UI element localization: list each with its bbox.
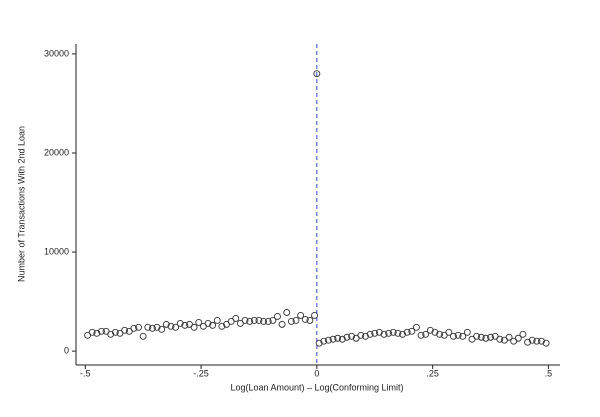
point <box>278 320 286 328</box>
point <box>158 325 166 333</box>
point <box>533 337 541 345</box>
point <box>514 334 522 342</box>
point <box>338 335 346 343</box>
point <box>264 317 272 325</box>
point <box>366 330 374 338</box>
point <box>412 323 420 331</box>
point <box>172 323 180 331</box>
point <box>241 316 249 324</box>
point <box>111 328 119 336</box>
point <box>454 331 462 339</box>
point <box>246 317 254 325</box>
y-tick-label: 20000 <box>44 147 69 157</box>
point <box>269 316 277 324</box>
point <box>362 332 369 340</box>
point <box>283 309 291 316</box>
point <box>426 326 434 334</box>
point <box>176 319 184 327</box>
point <box>445 328 453 336</box>
point <box>306 316 314 324</box>
point <box>260 317 268 325</box>
point <box>204 319 212 327</box>
point <box>417 331 425 339</box>
point <box>375 328 383 336</box>
point <box>538 337 545 345</box>
point <box>403 328 411 336</box>
point <box>459 332 467 340</box>
point <box>121 326 129 334</box>
point <box>213 316 221 324</box>
point <box>274 313 281 320</box>
point <box>139 332 147 340</box>
point <box>292 316 300 324</box>
point <box>315 339 323 347</box>
y-axis-label: Number of Transactions With 2nd Loan <box>16 126 26 282</box>
point <box>542 339 550 347</box>
point <box>88 328 96 336</box>
point <box>450 332 457 340</box>
point <box>153 323 161 331</box>
point <box>477 333 485 341</box>
point <box>436 330 444 338</box>
point <box>297 312 305 319</box>
point <box>389 328 397 336</box>
point <box>380 330 388 338</box>
point <box>320 337 328 345</box>
point <box>371 329 379 337</box>
x-axis-label: Log(Loan Amount) – Log(Conforming Limit) <box>230 382 403 392</box>
x-tick-label: 0 <box>314 368 319 378</box>
point <box>496 335 504 343</box>
point <box>524 338 532 346</box>
point <box>144 323 152 331</box>
x-tick-label: .25 <box>426 368 439 378</box>
point <box>195 318 203 326</box>
point <box>505 333 513 341</box>
point <box>167 322 175 330</box>
x-tick-label: .5 <box>545 368 553 378</box>
point <box>311 312 318 319</box>
point <box>329 335 337 343</box>
point <box>301 315 309 323</box>
point <box>287 317 295 325</box>
point <box>399 330 406 338</box>
point <box>93 329 101 337</box>
point <box>181 321 189 329</box>
point <box>357 331 365 339</box>
point <box>394 329 402 337</box>
point <box>107 330 115 338</box>
y-tick-label: 10000 <box>44 246 69 256</box>
point <box>482 334 490 342</box>
point <box>135 323 142 331</box>
point <box>487 333 494 341</box>
point <box>334 334 342 342</box>
point <box>218 322 226 330</box>
point <box>162 320 170 328</box>
point <box>250 316 258 324</box>
point <box>324 336 332 344</box>
point <box>528 336 536 344</box>
point <box>385 329 393 337</box>
point <box>232 314 240 322</box>
point <box>255 316 263 324</box>
point <box>130 324 138 332</box>
y-tick-label: 30000 <box>44 48 69 58</box>
point <box>148 324 156 332</box>
point <box>408 327 416 335</box>
x-tick-label: -.5 <box>80 368 91 378</box>
point <box>473 332 481 340</box>
point <box>343 333 351 341</box>
point <box>348 332 356 340</box>
y-tick-label: 0 <box>64 346 69 356</box>
x-tick-label: -.25 <box>193 368 209 378</box>
point <box>519 330 527 338</box>
point <box>98 327 105 335</box>
point <box>422 330 430 338</box>
point <box>209 321 217 329</box>
point <box>463 328 471 336</box>
point <box>190 323 198 331</box>
point <box>431 328 439 336</box>
point <box>313 70 321 78</box>
